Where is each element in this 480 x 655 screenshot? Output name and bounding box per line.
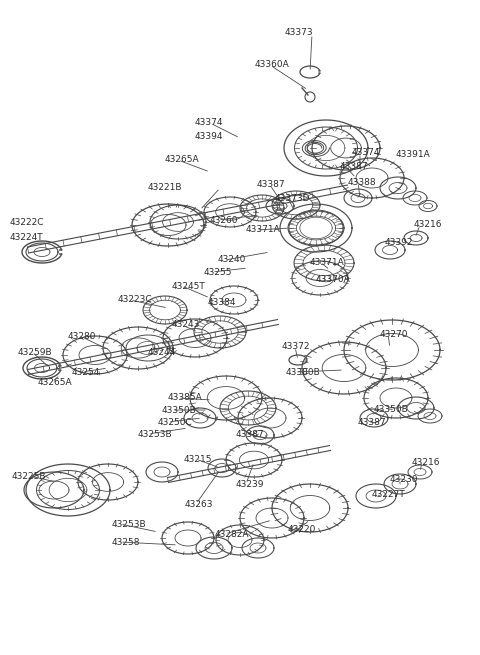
Text: 43225B: 43225B <box>12 472 47 481</box>
Text: 43250C: 43250C <box>158 418 193 427</box>
Text: 43373: 43373 <box>285 28 313 37</box>
Text: 43243: 43243 <box>172 320 200 329</box>
Text: 43370A: 43370A <box>316 275 351 284</box>
Text: 43391A: 43391A <box>396 150 431 159</box>
Text: 43258: 43258 <box>112 538 141 547</box>
Text: 43350B: 43350B <box>374 405 409 414</box>
Text: 43350B: 43350B <box>162 406 197 415</box>
Text: 43230: 43230 <box>390 475 419 484</box>
Text: 43260: 43260 <box>210 216 239 225</box>
Text: 43385A: 43385A <box>168 393 203 402</box>
Text: 43387: 43387 <box>358 418 386 427</box>
Text: 43394: 43394 <box>195 132 224 141</box>
Text: 43240: 43240 <box>218 255 246 264</box>
Text: 43265A: 43265A <box>165 155 200 164</box>
Text: 43222C: 43222C <box>10 218 45 227</box>
Text: 43221B: 43221B <box>148 183 182 192</box>
Text: 43360A: 43360A <box>255 60 290 69</box>
Text: 43244: 43244 <box>148 348 176 357</box>
Text: 43253B: 43253B <box>138 430 173 439</box>
Text: 43374: 43374 <box>352 148 381 157</box>
Text: 43227T: 43227T <box>372 490 406 499</box>
Text: 43259B: 43259B <box>18 348 53 357</box>
Text: 43280: 43280 <box>68 332 96 341</box>
Text: 43224T: 43224T <box>10 233 44 242</box>
Text: 43371A: 43371A <box>246 225 281 234</box>
Text: 43255: 43255 <box>204 268 232 277</box>
Text: 43282A: 43282A <box>215 530 250 539</box>
Text: 43270: 43270 <box>380 330 408 339</box>
Text: 43220: 43220 <box>288 525 316 534</box>
Text: 43392: 43392 <box>385 238 413 247</box>
Text: 43216: 43216 <box>414 220 443 229</box>
Text: 43373D: 43373D <box>275 194 311 203</box>
Text: 43239: 43239 <box>236 480 264 489</box>
Text: 43371A: 43371A <box>310 258 345 267</box>
Text: 43387: 43387 <box>340 162 369 171</box>
Text: 43374: 43374 <box>195 118 224 127</box>
Text: 43388: 43388 <box>348 178 377 187</box>
Text: 43387: 43387 <box>257 180 286 189</box>
Text: 43223C: 43223C <box>118 295 153 304</box>
Text: 43245T: 43245T <box>172 282 206 291</box>
Text: 43384: 43384 <box>208 298 237 307</box>
Text: 43254: 43254 <box>72 368 100 377</box>
Text: 43265A: 43265A <box>38 378 72 387</box>
Text: 43216: 43216 <box>412 458 441 467</box>
Text: 43387: 43387 <box>236 430 264 439</box>
Text: 43380B: 43380B <box>286 368 321 377</box>
Text: 43215: 43215 <box>184 455 213 464</box>
Text: 43263: 43263 <box>185 500 214 509</box>
Text: 43253B: 43253B <box>112 520 146 529</box>
Text: 43372: 43372 <box>282 342 311 351</box>
